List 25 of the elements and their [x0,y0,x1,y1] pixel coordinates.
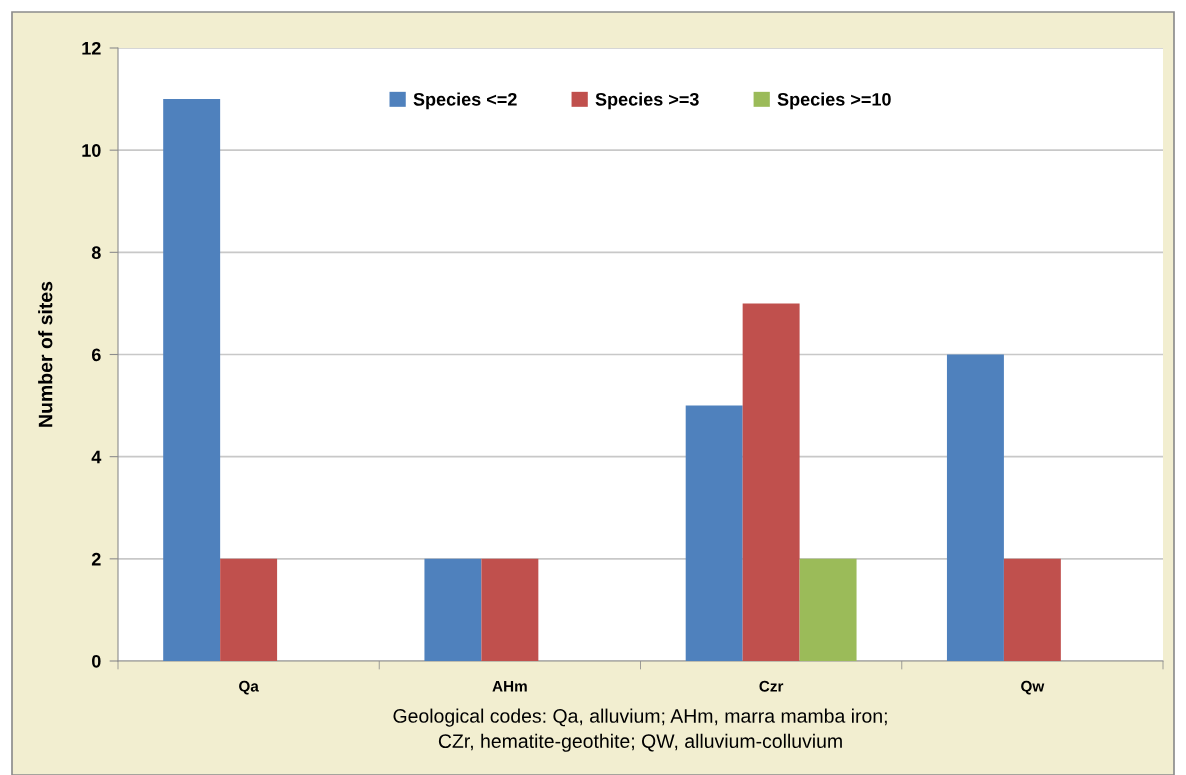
x-tick-label: Czr [759,680,784,692]
y-tick-label: 6 [91,348,101,362]
bar [742,303,800,661]
x-tick-label: AHm [492,681,527,692]
bar [685,405,743,661]
bar [799,558,857,661]
y-tick-label: 8 [91,246,101,260]
bar [1003,558,1061,661]
bar [946,354,1004,661]
bar [424,558,482,661]
y-tick-label: 0 [92,654,101,668]
x-tick-label: Qw [1021,680,1045,695]
y-tick-label: 2 [91,552,101,566]
y-axis-title: Number of sites [38,281,53,427]
legend-label: Species >=10 [777,92,891,110]
bar [220,558,278,661]
x-axis-title: Geological codes: Qa, alluvium; AHm, marra mamba iron; CZr, hematite-geothite; QW, alluvium-colluvium [393,708,887,752]
legend-label: Species >=3 [595,92,699,110]
x-tick-label: Qa [239,680,259,695]
y-tick-label: 4 [91,450,102,464]
bar [481,558,539,661]
bar [163,99,221,661]
y-tick-label: 12 [82,41,101,55]
y-tick-label: 10 [82,144,101,157]
legend-label: Species <=2 [413,92,517,110]
